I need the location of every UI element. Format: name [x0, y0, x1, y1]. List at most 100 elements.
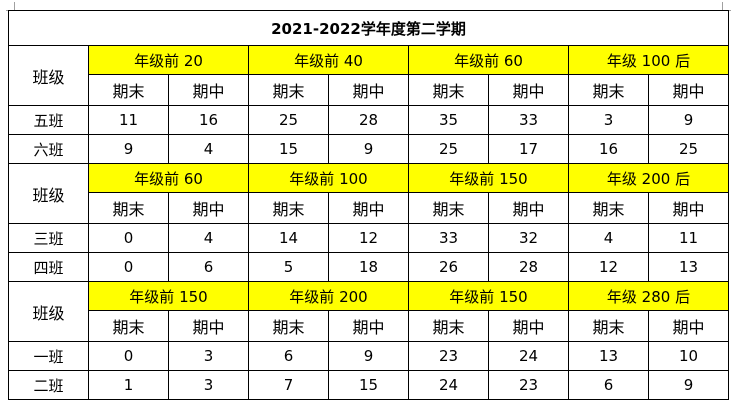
- count-cell: 28: [328, 105, 409, 135]
- table-title: 2021-2022学年度第二学期: [8, 10, 729, 46]
- exam-subheader: 期中: [488, 74, 569, 106]
- exam-subheader: 期中: [488, 310, 569, 342]
- class-column-header: 班级: [8, 45, 89, 106]
- rank-group-header: 年级 200 后: [568, 163, 729, 193]
- exam-subheader: 期中: [488, 192, 569, 224]
- count-cell: 35: [408, 105, 489, 135]
- count-cell: 3: [568, 105, 649, 135]
- count-cell: 0: [88, 341, 169, 371]
- count-cell: 4: [568, 223, 649, 253]
- class-name-cell: 三班: [8, 223, 89, 253]
- count-cell: 33: [488, 105, 569, 135]
- count-cell: 9: [648, 105, 729, 135]
- class-column-header: 班级: [8, 281, 89, 342]
- exam-subheader: 期中: [168, 310, 249, 342]
- exam-subheader: 期末: [568, 310, 649, 342]
- count-cell: 3: [168, 341, 249, 371]
- rank-group-header: 年级前 150: [88, 281, 249, 311]
- score-table: 2021-2022学年度第二学期 班级 年级前 20 年级前 40 年级前 60 年级 …: [8, 10, 729, 400]
- exam-subheader: 期末: [88, 192, 169, 224]
- rank-group-header: 年级前 40: [248, 45, 409, 75]
- count-cell: 5: [248, 252, 329, 282]
- title-row: 2021-2022学年度第二学期: [8, 10, 729, 46]
- exam-subheader-row: 期末 期中 期末 期中 期末 期中 期末 期中: [9, 192, 729, 224]
- exam-subheader: 期中: [648, 310, 729, 342]
- count-cell: 11: [648, 223, 729, 253]
- exam-subheader: 期中: [168, 74, 249, 106]
- rank-group-header: 年级前 60: [408, 45, 569, 75]
- table-row: 一班 0 3 6 9 23 24 13 10: [8, 341, 729, 371]
- count-cell: 3: [168, 370, 249, 400]
- exam-subheader-row: 期末 期中 期末 期中 期末 期中 期末 期中: [9, 310, 729, 342]
- rank-group-header: 年级前 60: [88, 163, 249, 193]
- count-cell: 16: [568, 134, 649, 164]
- exam-subheader: 期末: [568, 74, 649, 106]
- count-cell: 12: [328, 223, 409, 253]
- exam-subheader: 期中: [328, 74, 409, 106]
- count-cell: 6: [168, 252, 249, 282]
- exam-subheader: 期中: [168, 192, 249, 224]
- exam-subheader: 期末: [568, 192, 649, 224]
- exam-subheader: 期末: [408, 310, 489, 342]
- class-name-cell: 六班: [8, 134, 89, 164]
- count-cell: 18: [328, 252, 409, 282]
- count-cell: 15: [328, 370, 409, 400]
- count-cell: 10: [648, 341, 729, 371]
- exam-subheader-row: 期末 期中 期末 期中 期末 期中 期末 期中: [9, 74, 729, 106]
- count-cell: 12: [568, 252, 649, 282]
- count-cell: 25: [648, 134, 729, 164]
- table-row: 四班 0 6 5 18 26 28 12 13: [8, 252, 729, 282]
- count-cell: 9: [648, 370, 729, 400]
- count-cell: 6: [568, 370, 649, 400]
- rank-group-header: 年级 280 后: [568, 281, 729, 311]
- class-name-cell: 五班: [8, 105, 89, 135]
- exam-subheader: 期中: [648, 192, 729, 224]
- count-cell: 7: [248, 370, 329, 400]
- exam-subheader: 期末: [248, 192, 329, 224]
- exam-subheader: 期末: [88, 74, 169, 106]
- exam-subheader: 期末: [88, 310, 169, 342]
- group-header-row: 班级 年级前 60 年级前 100 年级前 150 年级 200 后: [8, 163, 729, 224]
- count-cell: 0: [88, 252, 169, 282]
- rank-group-header: 年级前 20: [88, 45, 249, 75]
- count-cell: 9: [328, 134, 409, 164]
- count-cell: 24: [488, 341, 569, 371]
- count-cell: 9: [328, 341, 409, 371]
- rank-group-header: 年级前 150: [408, 281, 569, 311]
- exam-subheader: 期末: [248, 74, 329, 106]
- count-cell: 9: [88, 134, 169, 164]
- group-header-row: 班级 年级前 150 年级前 200 年级前 150 年级 280 后: [8, 281, 729, 342]
- exam-subheader: 期中: [328, 192, 409, 224]
- rank-group-header: 年级前 150: [408, 163, 569, 193]
- exam-subheader: 期末: [408, 192, 489, 224]
- class-column-header: 班级: [8, 163, 89, 224]
- table-row: 六班 9 4 15 9 25 17 16 25: [8, 134, 729, 164]
- count-cell: 26: [408, 252, 489, 282]
- exam-subheader: 期中: [648, 74, 729, 106]
- count-cell: 11: [88, 105, 169, 135]
- count-cell: 1: [88, 370, 169, 400]
- count-cell: 23: [488, 370, 569, 400]
- rank-group-header: 年级 100 后: [568, 45, 729, 75]
- table-row: 三班 0 4 14 12 33 32 4 11: [8, 223, 729, 253]
- class-name-cell: 一班: [8, 341, 89, 371]
- count-cell: 17: [488, 134, 569, 164]
- exam-subheader: 期末: [408, 74, 489, 106]
- rank-group-header: 年级前 100: [248, 163, 409, 193]
- group-header-row: 班级 年级前 20 年级前 40 年级前 60 年级 100 后: [8, 45, 729, 106]
- count-cell: 24: [408, 370, 489, 400]
- count-cell: 23: [408, 341, 489, 371]
- count-cell: 16: [168, 105, 249, 135]
- count-cell: 28: [488, 252, 569, 282]
- count-cell: 4: [168, 223, 249, 253]
- count-cell: 33: [408, 223, 489, 253]
- count-cell: 14: [248, 223, 329, 253]
- count-cell: 25: [248, 105, 329, 135]
- table-row: 二班 1 3 7 15 24 23 6 9: [8, 370, 729, 400]
- count-cell: 32: [488, 223, 569, 253]
- count-cell: 6: [248, 341, 329, 371]
- count-cell: 0: [88, 223, 169, 253]
- count-cell: 25: [408, 134, 489, 164]
- exam-subheader: 期中: [328, 310, 409, 342]
- rank-group-header: 年级前 200: [248, 281, 409, 311]
